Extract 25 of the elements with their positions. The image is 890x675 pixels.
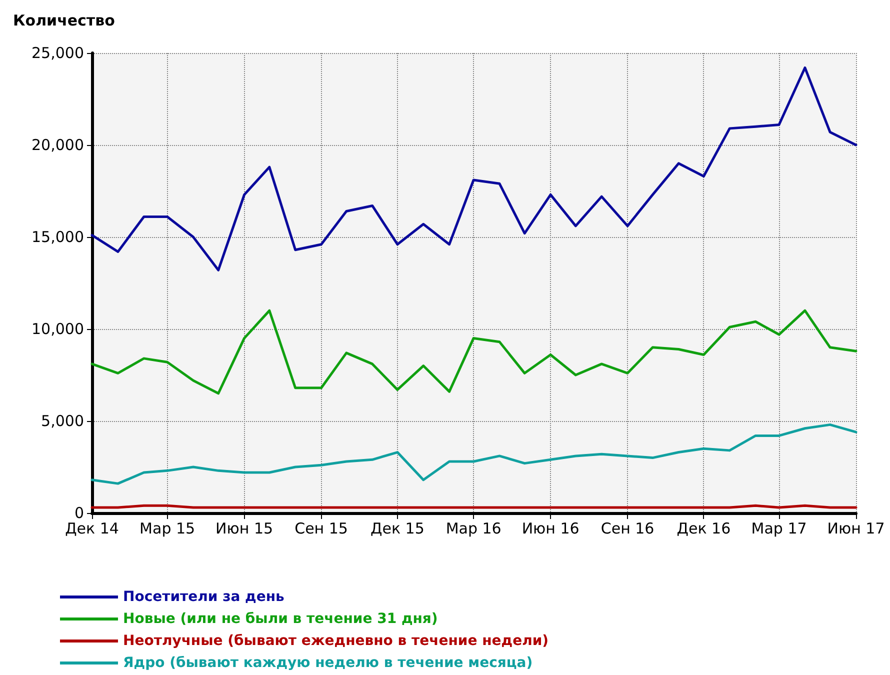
- x-tick-label: Дек 16: [676, 520, 731, 538]
- legend-label: Посетители за день: [123, 589, 285, 605]
- legend-label: Новые (или не были в течение 31 дня): [123, 611, 438, 627]
- x-tick-label: Дек 14: [65, 520, 119, 538]
- y-tick-label: 25,000: [32, 44, 84, 62]
- x-tick-label: Июн 16: [522, 520, 580, 538]
- x-tick-label: Июн 17: [827, 520, 885, 538]
- x-tick-label: Сен 15: [294, 520, 348, 538]
- line-series: [90, 66, 858, 272]
- x-tick-label: Мар 16: [446, 520, 502, 538]
- x-tick-label: Сен 16: [600, 520, 654, 538]
- x-tick-label: Мар 17: [751, 520, 807, 538]
- line-series: [90, 423, 858, 485]
- y-axis-title: Количество: [13, 12, 115, 30]
- y-tick-label: 20,000: [32, 136, 84, 154]
- y-tick-label: 0: [74, 504, 84, 522]
- line-series: [90, 309, 858, 395]
- legend-label: Ядро (бывают каждую неделю в течение месяца): [123, 655, 533, 671]
- x-tick-label: Дек 15: [370, 520, 424, 538]
- y-tick-label: 10,000: [32, 320, 84, 338]
- x-tick-label: Июн 15: [216, 520, 274, 538]
- y-tick-label: 15,000: [32, 228, 84, 246]
- legend-label: Неотлучные (бывают ежедневно в течение недели): [123, 633, 549, 649]
- x-tick-label: Мар 15: [140, 520, 196, 538]
- y-tick-label: 5,000: [41, 412, 84, 430]
